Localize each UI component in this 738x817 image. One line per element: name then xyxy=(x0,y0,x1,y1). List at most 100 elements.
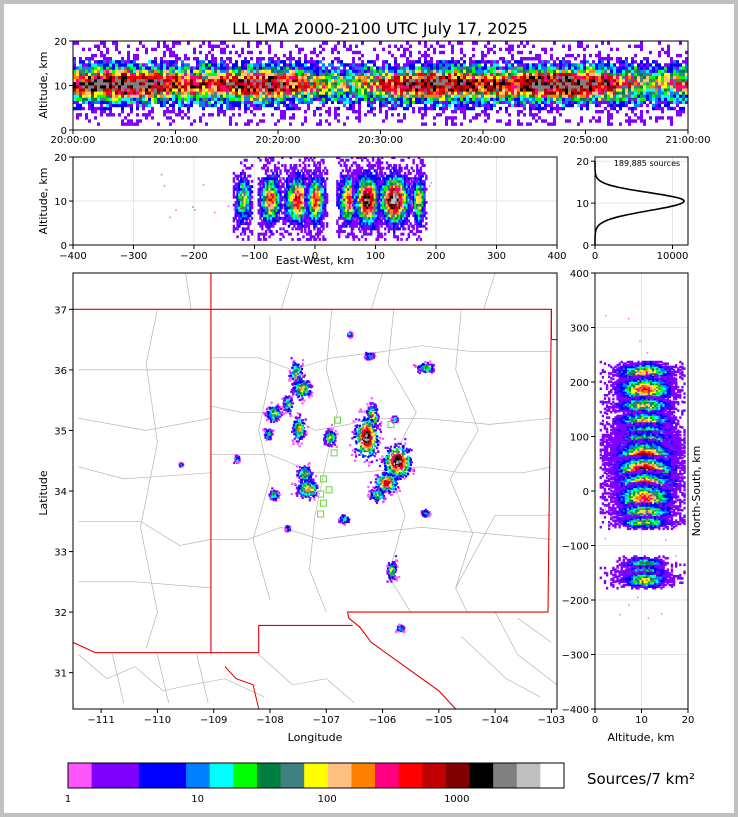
east-west-x-tick: −200 xyxy=(180,251,207,262)
plan-view-x-tick: −107 xyxy=(313,715,340,726)
time-altitude-x-tick: 20:40:00 xyxy=(461,135,506,146)
station-marker xyxy=(319,499,327,507)
colorbar-block xyxy=(186,763,211,788)
north-south-panel: 0 10 20 −400 −300 −200 −100 0 100 200 300 400 Altit… xyxy=(562,269,703,744)
east-west-x-tick: 200 xyxy=(426,251,445,262)
time-altitude-ylabel: Altitude, km xyxy=(37,51,50,118)
north-south-x-tick: 10 xyxy=(635,715,648,726)
time-altitude-x-tick: 20:20:00 xyxy=(256,135,301,146)
east-west-density xyxy=(160,157,433,241)
colorbar-label: Sources/7 km² xyxy=(587,770,695,788)
east-west-panel: −400 −300 −200 −100 0 100 200 300 400 0 10 20 East-… xyxy=(37,153,567,267)
histogram-curve xyxy=(594,161,686,245)
time-altitude-y-tick: 10 xyxy=(54,82,67,93)
plan-view-ylabel: Latitude xyxy=(37,470,50,516)
plan-view-density xyxy=(178,330,435,634)
colorbar-block xyxy=(398,763,423,788)
colorbar-block xyxy=(304,763,329,788)
plan-view-y-tick: 36 xyxy=(54,366,67,377)
colorbar-block xyxy=(540,763,565,788)
colorbar-block xyxy=(162,763,187,788)
colorbar-block xyxy=(138,763,163,788)
plan-view-x-tick: −108 xyxy=(256,715,283,726)
plan-view-x-tick: −104 xyxy=(481,715,508,726)
north-south-y-tick: −400 xyxy=(562,705,589,716)
colorbar-tick: 1 xyxy=(65,794,71,805)
east-west-x-tick: 300 xyxy=(487,251,506,262)
north-south-x-tick: 0 xyxy=(592,715,598,726)
colorbar-block xyxy=(422,763,447,788)
colorbar-block xyxy=(493,763,518,788)
chart-title: LL LMA 2000-2100 UTC July 17, 2025 xyxy=(232,19,528,38)
time-altitude-y-tick: 20 xyxy=(54,37,67,48)
plan-view-y-tick: 35 xyxy=(54,426,67,437)
colorbar-ticks: 1 10 100 1000 xyxy=(65,794,470,805)
east-west-x-tick: 400 xyxy=(547,251,566,262)
time-altitude-x-tick: 20:00:00 xyxy=(51,135,96,146)
altitude-histogram-panel: 0 10000 0 10 20 189,885 sources xyxy=(576,156,689,262)
plan-view-x-tick: −106 xyxy=(369,715,396,726)
colorbar-block xyxy=(327,763,352,788)
plan-view-ticks: −111 −110 −109 −108 −107 −106 −105 −104 −103 31 32… xyxy=(54,305,565,726)
station-marker xyxy=(387,420,395,428)
east-west-x-tick: 0 xyxy=(312,251,318,262)
station-marker xyxy=(325,486,333,494)
time-altitude-density xyxy=(73,41,688,126)
east-west-y-tick: 0 xyxy=(61,241,67,252)
histogram-y-tick: 10 xyxy=(576,199,589,210)
time-altitude-panel: 20:00:00 20:10:00 20:20:00 20:30:00 20:40:00… xyxy=(37,37,710,146)
histogram-ticks: 0 10000 0 10 20 xyxy=(576,157,688,262)
station-marker xyxy=(317,490,325,498)
colorbar-tick: 100 xyxy=(318,794,337,805)
north-south-y-tick: 300 xyxy=(570,324,589,335)
colorbar-block xyxy=(375,763,400,788)
colorbar-block xyxy=(280,763,305,788)
figure-frame: LL LMA 2000-2100 UTC July 17, 2025 20:00… xyxy=(4,4,734,813)
histogram-frame xyxy=(594,156,689,246)
plan-view-x-tick: −109 xyxy=(200,715,227,726)
east-west-ylabel: Altitude, km xyxy=(37,167,50,234)
plan-view-y-tick: 32 xyxy=(54,608,67,619)
east-west-y-tick: 10 xyxy=(54,197,67,208)
station-marker xyxy=(319,475,327,483)
east-west-ticks: −400 −300 −200 −100 0 100 200 300 400 0 10 20 xyxy=(54,153,566,262)
histogram-x-tick: 0 xyxy=(592,251,598,262)
plan-view-xlabel: Longitude xyxy=(288,731,343,744)
colorbar-block xyxy=(469,763,494,788)
colorbar-block xyxy=(256,763,282,788)
plan-view-x-tick: −111 xyxy=(87,715,114,726)
colorbar-frame xyxy=(67,762,565,789)
north-south-ticks: 0 10 20 −400 −300 −200 −100 0 100 200 300 400 xyxy=(562,269,695,726)
colorbar-blocks xyxy=(68,763,565,788)
north-south-y-tick: −100 xyxy=(562,542,589,553)
east-west-xlabel: East-West, km xyxy=(276,254,354,267)
time-altitude-x-tick: 21:00:00 xyxy=(666,135,711,146)
histogram-x-tick: 10000 xyxy=(657,251,689,262)
plan-view-x-tick: −110 xyxy=(144,715,171,726)
north-south-y-tick: −300 xyxy=(562,651,589,662)
histogram-y-tick: 0 xyxy=(583,241,589,252)
plan-view-x-tick: −103 xyxy=(538,715,565,726)
north-south-y-tick: 200 xyxy=(570,378,589,389)
east-west-x-tick: 100 xyxy=(366,251,385,262)
north-south-y-tick: −200 xyxy=(562,596,589,607)
histogram-grid xyxy=(594,157,688,246)
plan-view-y-tick: 31 xyxy=(54,669,67,680)
colorbar-block xyxy=(115,763,140,788)
north-south-x-tick: 20 xyxy=(682,715,695,726)
colorbar-block xyxy=(233,763,258,788)
plan-view-y-tick: 33 xyxy=(54,548,67,559)
time-altitude-x-tick: 20:30:00 xyxy=(358,135,403,146)
histogram-annotation: 189,885 sources xyxy=(614,159,680,168)
east-west-y-tick: 20 xyxy=(54,153,67,164)
colorbar-block xyxy=(516,763,541,788)
colorbar-block xyxy=(445,763,471,788)
north-south-xlabel: Altitude, km xyxy=(607,731,674,744)
station-marker xyxy=(334,416,342,424)
colorbar-block xyxy=(351,763,376,788)
north-south-y-tick: 0 xyxy=(583,487,589,498)
plan-view-map xyxy=(73,273,557,709)
east-west-x-tick: −300 xyxy=(120,251,147,262)
east-west-x-tick: −100 xyxy=(241,251,268,262)
figure-canvas: LL LMA 2000-2100 UTC July 17, 2025 20:00… xyxy=(37,19,710,805)
